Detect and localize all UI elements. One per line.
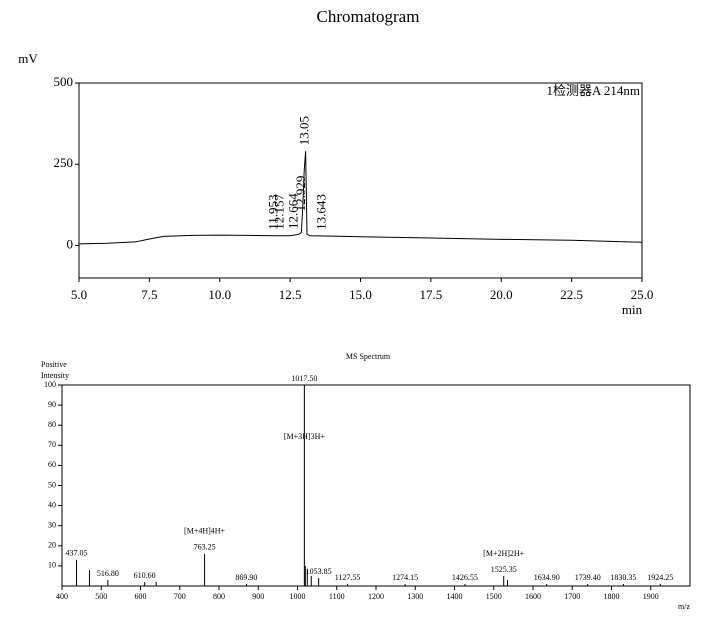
x-tick-label: 5.0: [71, 287, 87, 302]
x-tick-label: 12.5: [279, 287, 302, 302]
peak-label: 12.664: [286, 193, 301, 229]
chart-title: Chromatogram: [317, 7, 420, 26]
x-axis-label: m/z: [678, 602, 690, 611]
x-tick-label: 1800: [604, 592, 620, 601]
peak-label: 516.80: [97, 569, 119, 578]
y-tick-label: 0: [67, 236, 74, 251]
peak-label: 13.643: [313, 194, 328, 230]
ion-label: [M+4H]4H+: [184, 527, 226, 536]
peak-label: 11.953: [266, 194, 281, 229]
x-tick-label: 22.5: [560, 287, 583, 302]
peak-label: 1017.50: [291, 374, 317, 383]
x-tick-label: 1300: [407, 592, 423, 601]
ion-label: [M+2H]2H+: [483, 549, 525, 558]
plot-frame: [61, 384, 691, 587]
peak-label: 1739.40: [575, 573, 601, 582]
y-tick-label: 500: [54, 74, 74, 89]
x-tick-label: 1900: [643, 592, 659, 601]
peak-label: 1426.55: [452, 573, 478, 582]
peak-label: 1274.15: [392, 573, 418, 582]
y-tick-label: 20: [48, 541, 56, 550]
x-tick-label: 800: [213, 592, 225, 601]
y-tick-label: 30: [48, 521, 56, 530]
y-tick-label: 250: [54, 155, 74, 170]
y-axis-label: Positive: [41, 360, 67, 369]
x-tick-label: 1100: [329, 592, 345, 601]
y-tick-label: 70: [48, 440, 56, 449]
x-tick-label: 1400: [447, 592, 463, 601]
peak-label: 12.157: [271, 194, 286, 230]
peak-label: 1830.35: [610, 573, 636, 582]
peak-label: 610.60: [134, 571, 156, 580]
x-axis-label: min: [622, 302, 643, 317]
x-tick-label: 1700: [564, 592, 580, 601]
x-tick-label: 1600: [525, 592, 541, 601]
peak-label: 12.929: [293, 176, 308, 212]
y-tick-label: 90: [48, 400, 56, 409]
chart-title: MS Spectrum: [346, 352, 391, 361]
x-tick-label: 17.5: [420, 287, 443, 302]
peak-label: 1127.55: [335, 573, 361, 582]
y-tick-label: 50: [48, 480, 56, 489]
peak-label: 1053.85: [306, 567, 332, 576]
peak-label: 1525.35: [491, 565, 517, 574]
y-tick-label: 100: [44, 380, 56, 389]
y-tick-label: 60: [48, 460, 56, 469]
y-tick-label: 40: [48, 500, 56, 509]
x-tick-label: 600: [135, 592, 147, 601]
annotation: 1检测器A 214nm: [546, 83, 640, 98]
x-tick-label: 20.0: [490, 287, 513, 302]
x-tick-label: 900: [252, 592, 264, 601]
y-axis-label: mV: [18, 51, 38, 66]
peak-label: 763.25: [194, 543, 216, 552]
x-tick-label: 1500: [486, 592, 502, 601]
y-tick-label: 80: [48, 420, 56, 429]
x-tick-label: 25.0: [631, 287, 654, 302]
chromatogram-line: [78, 151, 643, 245]
ion-label: [M+3H]3H+: [284, 432, 326, 441]
plot-frame: [78, 82, 643, 279]
peak-label: 869.90: [235, 573, 257, 582]
x-tick-label: 10.0: [208, 287, 231, 302]
x-tick-label: 1200: [368, 592, 384, 601]
x-tick-label: 15.0: [349, 287, 372, 302]
x-tick-label: 700: [174, 592, 186, 601]
peak-label: 13.05: [297, 116, 312, 145]
peak-label: 1634.90: [534, 573, 560, 582]
x-tick-label: 7.5: [141, 287, 157, 302]
peak-label: 437.05: [66, 549, 88, 558]
x-tick-label: 500: [95, 592, 107, 601]
peak-label: 1924.25: [647, 573, 673, 582]
x-tick-label: 1000: [290, 592, 306, 601]
x-tick-label: 400: [56, 592, 68, 601]
y-axis-label: Intensity: [41, 371, 69, 380]
y-tick-label: 10: [48, 561, 56, 570]
